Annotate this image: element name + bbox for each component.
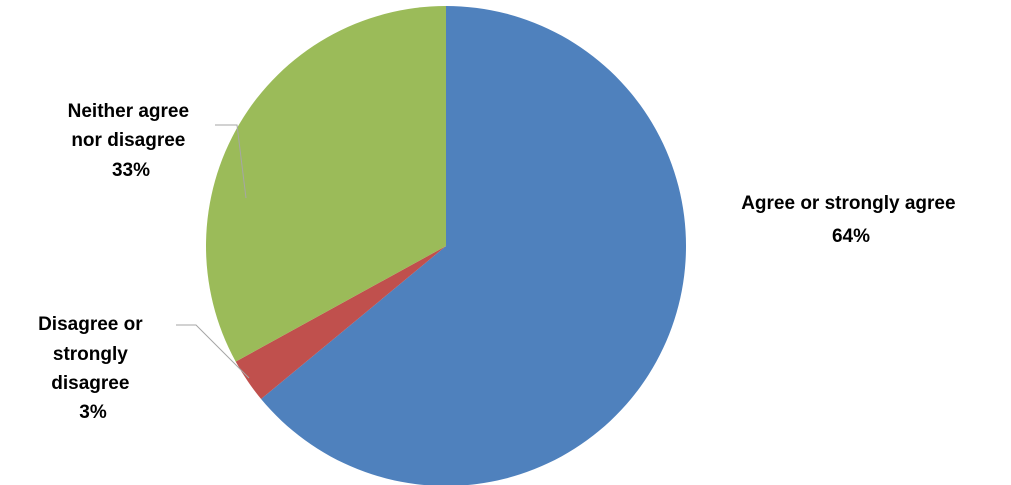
data-label-agree: Agree or strongly agree 64% (741, 193, 961, 247)
data-label-disagree: Disagree or strongly disagree 3% (38, 314, 148, 423)
leader-lines (176, 124, 250, 379)
leader-line-neither (215, 124, 247, 199)
pie-slice-neither-agree-nor-disagree (206, 6, 446, 362)
data-label-neither: Neither agree nor disagree 33% (68, 101, 195, 181)
pie-slice-agree-or-strongly-agree (261, 6, 686, 485)
data-labels: Agree or strongly agree 64% Disagree or … (38, 101, 961, 423)
pie-slices (206, 6, 686, 485)
leader-line-disagree (176, 324, 250, 379)
pie-slice-disagree-or-strongly-disagree (235, 246, 446, 399)
